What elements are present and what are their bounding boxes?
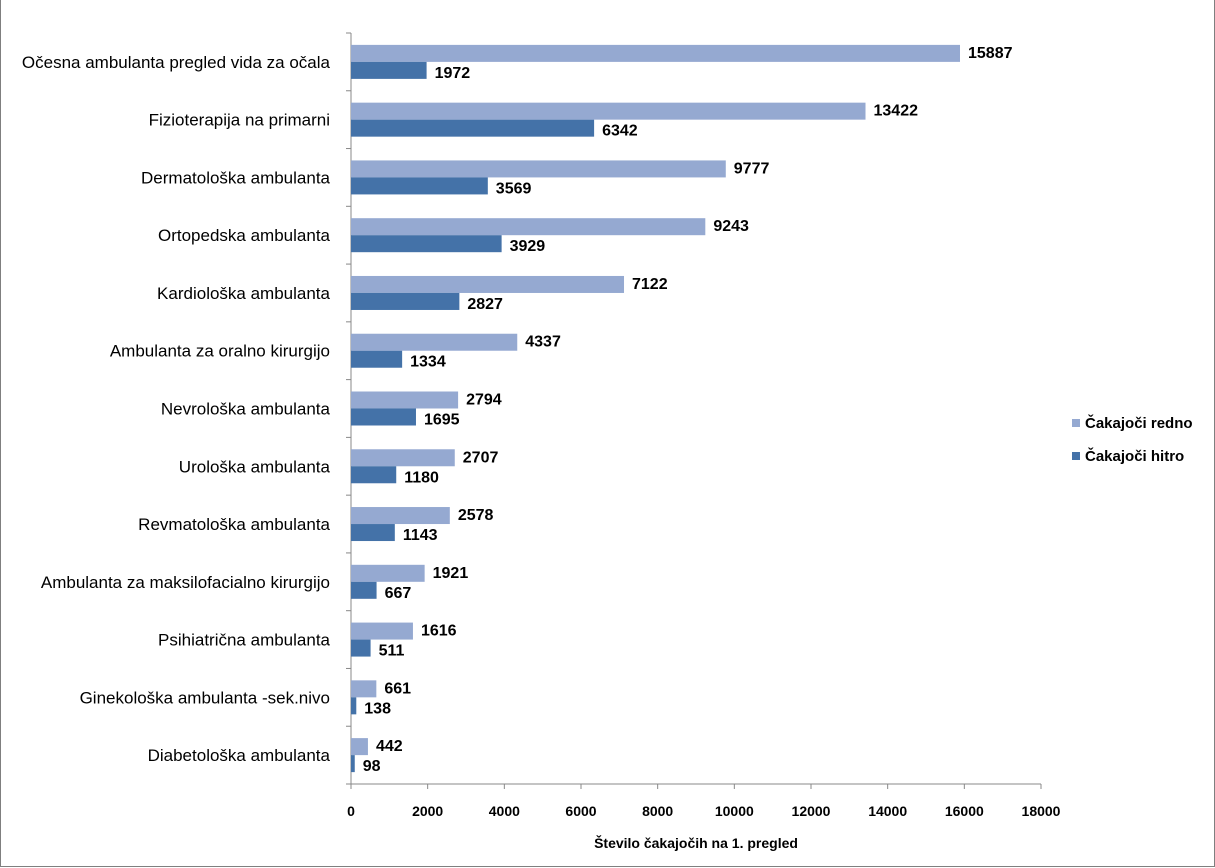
- category-label: Diabetološka ambulanta: [148, 746, 331, 765]
- category-label: Očesna ambulanta pregled vida za očala: [22, 53, 331, 72]
- bar-hitro: [351, 581, 377, 599]
- value-label-redno: 9243: [713, 218, 749, 235]
- legend-label: Čakajoči redno: [1085, 414, 1193, 432]
- bar-redno: [351, 275, 625, 293]
- value-label-hitro: 2827: [467, 296, 503, 313]
- bar-redno: [351, 738, 368, 756]
- value-label-redno: 442: [376, 738, 403, 755]
- category-label: Fizioterapija na primarni: [149, 111, 330, 130]
- value-label-redno: 1616: [421, 623, 457, 640]
- value-label-hitro: 3569: [496, 180, 532, 197]
- value-label-redno: 4337: [525, 334, 561, 351]
- bar-hitro: [351, 177, 488, 195]
- value-label-hitro: 1143: [403, 527, 438, 544]
- bar-hitro: [351, 408, 416, 426]
- category-label: Ortopedska ambulanta: [158, 226, 331, 245]
- value-label-redno: 13422: [874, 103, 919, 120]
- value-label-redno: 2707: [463, 449, 499, 466]
- value-label-hitro: 1972: [435, 65, 471, 82]
- category-label: Psihiatrična ambulanta: [158, 631, 331, 650]
- value-label-hitro: 1334: [410, 354, 446, 371]
- bar-hitro: [351, 466, 397, 484]
- value-label-hitro: 1180: [404, 469, 439, 486]
- value-label-hitro: 138: [364, 700, 391, 717]
- bar-redno: [351, 160, 726, 178]
- category-label: Ambulanta za maksilofacialno kirurgijo: [41, 573, 330, 592]
- x-tick-label: 4000: [489, 803, 520, 819]
- category-label: Dermatološka ambulanta: [141, 168, 331, 187]
- x-tick-label: 6000: [565, 803, 596, 819]
- value-label-hitro: 511: [379, 643, 405, 660]
- bar-hitro: [351, 350, 403, 368]
- x-tick-label: 8000: [642, 803, 673, 819]
- legend-swatch: [1072, 419, 1080, 427]
- category-label: Ginekološka ambulanta -sek.nivo: [80, 688, 330, 707]
- x-tick-label: 0: [347, 803, 355, 819]
- bar-redno: [351, 680, 377, 698]
- bar-redno: [351, 507, 450, 525]
- value-label-redno: 7122: [632, 276, 668, 293]
- value-label-hitro: 3929: [510, 238, 546, 255]
- x-tick-label: 10000: [715, 803, 754, 819]
- category-label: Urološka ambulanta: [179, 457, 331, 476]
- bar-hitro: [351, 292, 460, 310]
- bar-hitro: [351, 119, 595, 137]
- bar-redno: [351, 449, 455, 467]
- bar-hitro: [351, 524, 395, 542]
- bar-redno: [351, 622, 413, 640]
- bar-redno: [351, 102, 866, 120]
- bar-redno: [351, 391, 459, 409]
- legend-label: Čakajoči hitro: [1085, 447, 1184, 465]
- x-tick-label: 14000: [868, 803, 907, 819]
- bar-redno: [351, 564, 425, 582]
- value-label-redno: 661: [384, 680, 411, 697]
- value-label-redno: 1921: [433, 565, 469, 582]
- value-label-redno: 15887: [968, 45, 1013, 62]
- value-label-redno: 9777: [734, 160, 770, 177]
- value-label-redno: 2794: [466, 392, 502, 409]
- bar-redno: [351, 44, 961, 62]
- value-label-hitro: 98: [363, 758, 381, 775]
- value-label-redno: 2578: [458, 507, 494, 524]
- value-label-hitro: 1695: [424, 412, 460, 429]
- bar-redno: [351, 333, 518, 351]
- category-label: Nevrološka ambulanta: [161, 400, 331, 419]
- bar-redno: [351, 218, 706, 236]
- value-label-hitro: 6342: [602, 123, 638, 140]
- x-tick-label: 2000: [412, 803, 443, 819]
- category-label: Ambulanta za oralno kirurgijo: [110, 342, 330, 361]
- x-tick-label: 18000: [1022, 803, 1061, 819]
- x-tick-label: 16000: [945, 803, 984, 819]
- bar-hitro: [351, 235, 502, 253]
- bar-hitro: [351, 639, 371, 657]
- value-label-hitro: 667: [385, 585, 412, 602]
- x-tick-label: 12000: [792, 803, 831, 819]
- category-label: Revmatološka ambulanta: [138, 515, 330, 534]
- category-label: Kardiološka ambulanta: [157, 284, 330, 303]
- bar-hitro: [351, 61, 427, 79]
- legend-swatch: [1072, 452, 1080, 460]
- bar-hitro: [351, 755, 355, 773]
- bar-hitro: [351, 697, 357, 715]
- x-axis-title: Število čakajočih na 1. pregled: [594, 834, 798, 851]
